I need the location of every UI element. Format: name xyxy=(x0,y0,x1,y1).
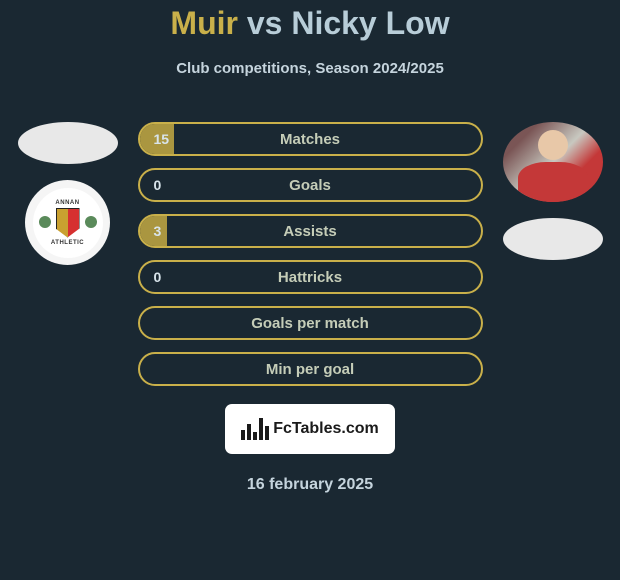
subtitle: Club competitions, Season 2024/2025 xyxy=(0,60,620,77)
club-name-bottom: ATHLETIC xyxy=(51,240,84,246)
stat-label: Assists xyxy=(140,223,481,240)
club-name-top: ANNAN xyxy=(55,200,79,206)
player2-club-placeholder xyxy=(503,218,603,260)
comparison-title: Muir vs Nicky Low xyxy=(0,5,620,42)
stat-bar: 3Assists xyxy=(138,214,483,248)
date-text: 16 february 2025 xyxy=(0,476,620,494)
left-column: ANNAN ATHLETIC xyxy=(13,122,123,265)
player1-image-placeholder xyxy=(18,122,118,164)
player1-name: Muir xyxy=(170,5,238,41)
stat-label: Goals xyxy=(140,177,481,194)
player2-image xyxy=(503,122,603,202)
fctables-logo: FcTables.com xyxy=(225,404,395,454)
bars-icon xyxy=(241,418,269,440)
thistle-icon xyxy=(85,216,97,228)
content-area: ANNAN ATHLETIC 15Matches 0Goals 3Assists 0H… xyxy=(0,122,620,386)
stat-bar: Min per goal xyxy=(138,352,483,386)
stat-bar: Goals per match xyxy=(138,306,483,340)
fctables-text: FcTables.com xyxy=(273,420,379,438)
stat-bar: 15Matches xyxy=(138,122,483,156)
stat-label: Min per goal xyxy=(140,361,481,378)
vs-text: vs xyxy=(247,5,283,41)
club-shield-icon xyxy=(56,208,80,238)
thistle-icon xyxy=(39,216,51,228)
stats-bars: 15Matches 0Goals 3Assists 0Hattricks Goals p… xyxy=(138,122,483,386)
right-column xyxy=(498,122,608,260)
stat-label: Goals per match xyxy=(140,315,481,332)
player1-club-badge: ANNAN ATHLETIC xyxy=(25,180,110,265)
stat-label: Matches xyxy=(140,131,481,148)
stat-bar: 0Goals xyxy=(138,168,483,202)
stat-label: Hattricks xyxy=(140,269,481,286)
stat-bar: 0Hattricks xyxy=(138,260,483,294)
player2-name: Nicky Low xyxy=(291,5,449,41)
